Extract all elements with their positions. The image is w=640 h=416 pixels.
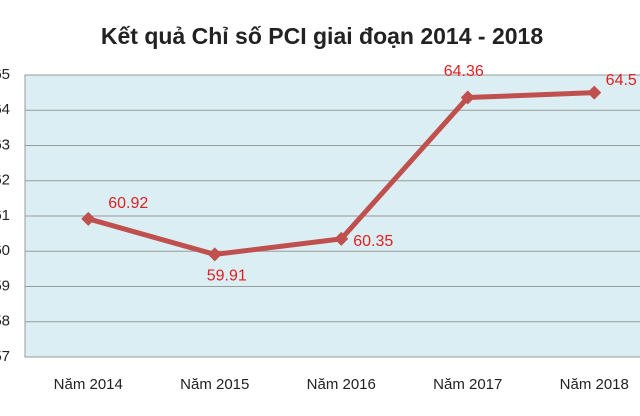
y-tick-label: 63 [0, 136, 10, 153]
y-tick-label: 59 [0, 277, 10, 294]
value-label: 60.35 [353, 233, 393, 250]
x-tick-label: Năm 2014 [54, 376, 123, 393]
y-tick-label: 62 [0, 172, 10, 189]
marker [334, 231, 349, 246]
value-label: 64.5 [606, 72, 637, 89]
value-label: 60.92 [108, 195, 148, 212]
x-tick-label: Năm 2017 [433, 376, 502, 393]
y-tick-label: 65 [0, 66, 10, 83]
marker [81, 211, 96, 226]
x-tick-label: Năm 2018 [560, 376, 629, 393]
y-tick-label: 58 [0, 313, 10, 330]
y-tick-label: 57 [0, 348, 10, 365]
marker [587, 85, 602, 100]
value-label: 59.91 [207, 268, 247, 285]
marker [460, 90, 475, 105]
x-tick-label: Năm 2015 [180, 376, 249, 393]
y-tick-label: 61 [0, 207, 10, 224]
y-tick-label: 64 [0, 101, 10, 118]
marker [207, 247, 222, 262]
x-tick-label: Năm 2016 [307, 376, 376, 393]
chart-title: Kết quả Chỉ số PCI giai đoạn 2014 - 2018 [101, 23, 543, 49]
y-tick-label: 60 [0, 242, 10, 259]
value-label: 64.36 [444, 63, 484, 80]
